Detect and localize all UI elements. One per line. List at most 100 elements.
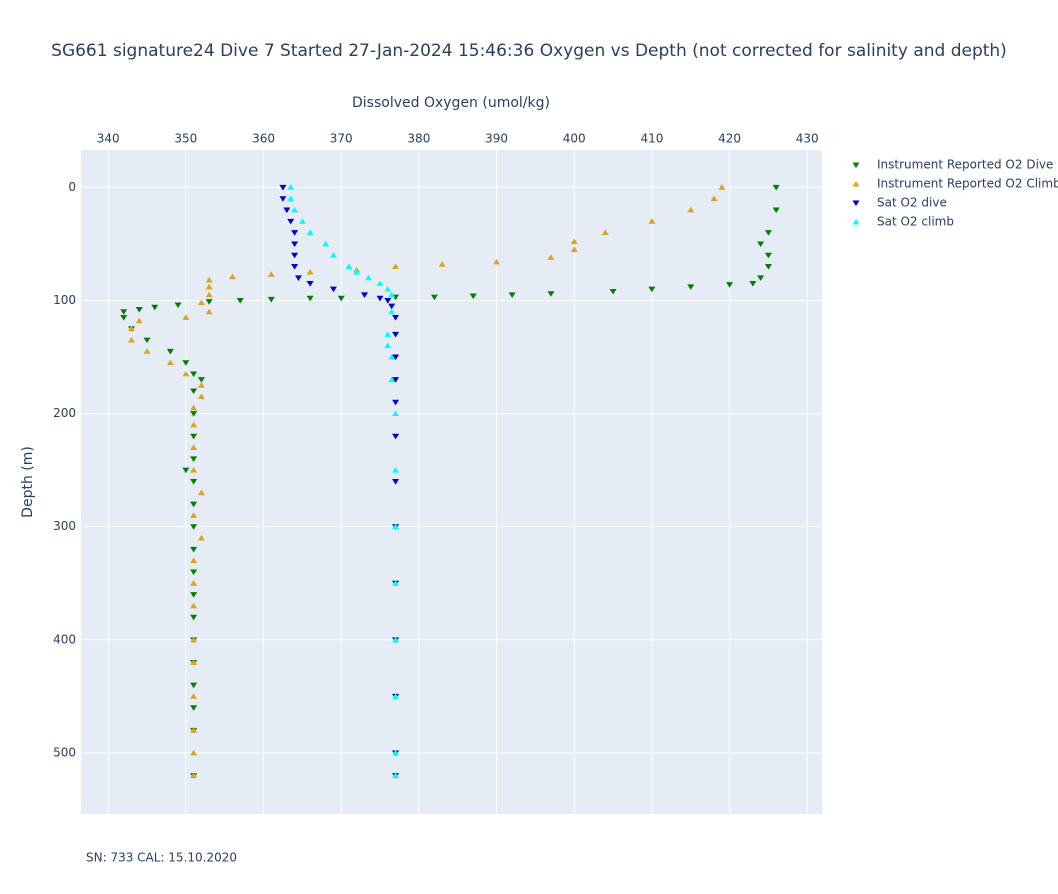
data-point: [388, 291, 396, 298]
data-point: [190, 772, 198, 778]
y-tick-label: 500: [53, 745, 76, 759]
y-tick-label: 0: [68, 180, 76, 194]
data-point: [392, 523, 400, 530]
legend-marker: [852, 218, 860, 225]
data-point: [388, 303, 396, 310]
data-point: [267, 296, 275, 303]
data-point: [190, 478, 198, 485]
data-point: [384, 331, 392, 337]
data-point: [392, 410, 400, 417]
data-point: [205, 308, 213, 315]
data-point: [197, 299, 205, 306]
data-point: [291, 252, 299, 259]
data-point: [384, 297, 392, 304]
data-point: [570, 246, 578, 252]
data-point: [190, 727, 198, 733]
data-point: [376, 280, 384, 286]
data-point: [392, 636, 400, 643]
data-point: [287, 195, 295, 202]
data-point: [430, 294, 438, 301]
data-point: [508, 292, 516, 298]
data-point: [135, 307, 143, 313]
data-point: [710, 195, 718, 202]
data-point: [772, 184, 780, 191]
data-point: [228, 273, 236, 280]
data-point: [364, 274, 372, 281]
data-point: [190, 636, 198, 643]
data-point: [329, 252, 337, 258]
x-tick-label: 340: [97, 132, 120, 146]
data-point: [287, 218, 295, 225]
data-point: [190, 592, 198, 598]
data-point: [298, 218, 306, 224]
data-point: [143, 337, 151, 344]
y-tick-label: 200: [53, 406, 76, 420]
data-point: [190, 388, 198, 395]
data-point: [279, 196, 287, 202]
data-point: [392, 314, 400, 321]
data-point: [757, 241, 765, 248]
data-point: [609, 288, 617, 295]
data-point: [190, 557, 198, 564]
data-point: [197, 489, 205, 496]
legend-marker: [852, 162, 860, 169]
data-point: [345, 263, 353, 269]
data-point: [291, 241, 299, 248]
data-point: [143, 348, 151, 354]
data-point: [392, 354, 400, 361]
data-point: [190, 749, 198, 756]
data-point: [287, 184, 295, 190]
data-point: [306, 229, 314, 236]
data-point: [166, 359, 174, 366]
data-point: [749, 281, 757, 287]
chart-title: SG661 signature24 Dive 7 Started 27-Jan-…: [51, 41, 1007, 61]
data-point: [322, 240, 330, 247]
data-point: [190, 444, 198, 450]
data-point: [757, 275, 765, 281]
data-point: [384, 342, 392, 349]
data-point: [182, 360, 190, 366]
legend-label: Sat O2 dive: [877, 196, 947, 210]
data-point: [190, 602, 198, 609]
x-tick-label: 380: [407, 132, 430, 146]
data-point: [236, 297, 244, 304]
legend-label: Sat O2 climb: [877, 215, 954, 229]
x-tick-label: 370: [330, 132, 353, 146]
data-point: [120, 309, 128, 315]
data-point: [190, 693, 198, 699]
data-point: [601, 229, 609, 236]
x-tick-label: 350: [174, 132, 197, 146]
legend-marker: [852, 180, 860, 187]
data-point: [570, 238, 578, 245]
data-point: [190, 411, 198, 417]
y-tick-label: 300: [53, 519, 76, 533]
x-tick-label: 400: [563, 132, 586, 146]
y-tick-label: 100: [53, 293, 76, 307]
data-point: [190, 614, 198, 621]
data-point: [726, 282, 734, 288]
data-point: [283, 207, 291, 214]
data-point: [197, 534, 205, 541]
data-point: [190, 456, 198, 462]
data-point: [392, 466, 400, 473]
data-point: [392, 749, 400, 756]
data-point: [182, 314, 190, 320]
legend-label: Instrument Reported O2 Climb: [877, 177, 1058, 191]
data-point: [190, 524, 198, 530]
data-point: [392, 263, 400, 269]
data-point: [190, 580, 198, 586]
x-axis-title: Dissolved Oxygen (umol/kg): [352, 95, 550, 111]
data-point: [190, 659, 198, 665]
data-point: [392, 377, 400, 383]
data-point: [190, 705, 198, 711]
data-point: [190, 421, 198, 428]
data-point: [190, 512, 198, 518]
data-point: [392, 433, 400, 440]
data-point: [291, 230, 299, 236]
data-point: [764, 230, 772, 236]
data-point: [190, 466, 198, 473]
data-point: [337, 295, 345, 302]
plot-area: [81, 150, 822, 814]
data-point: [388, 376, 396, 383]
